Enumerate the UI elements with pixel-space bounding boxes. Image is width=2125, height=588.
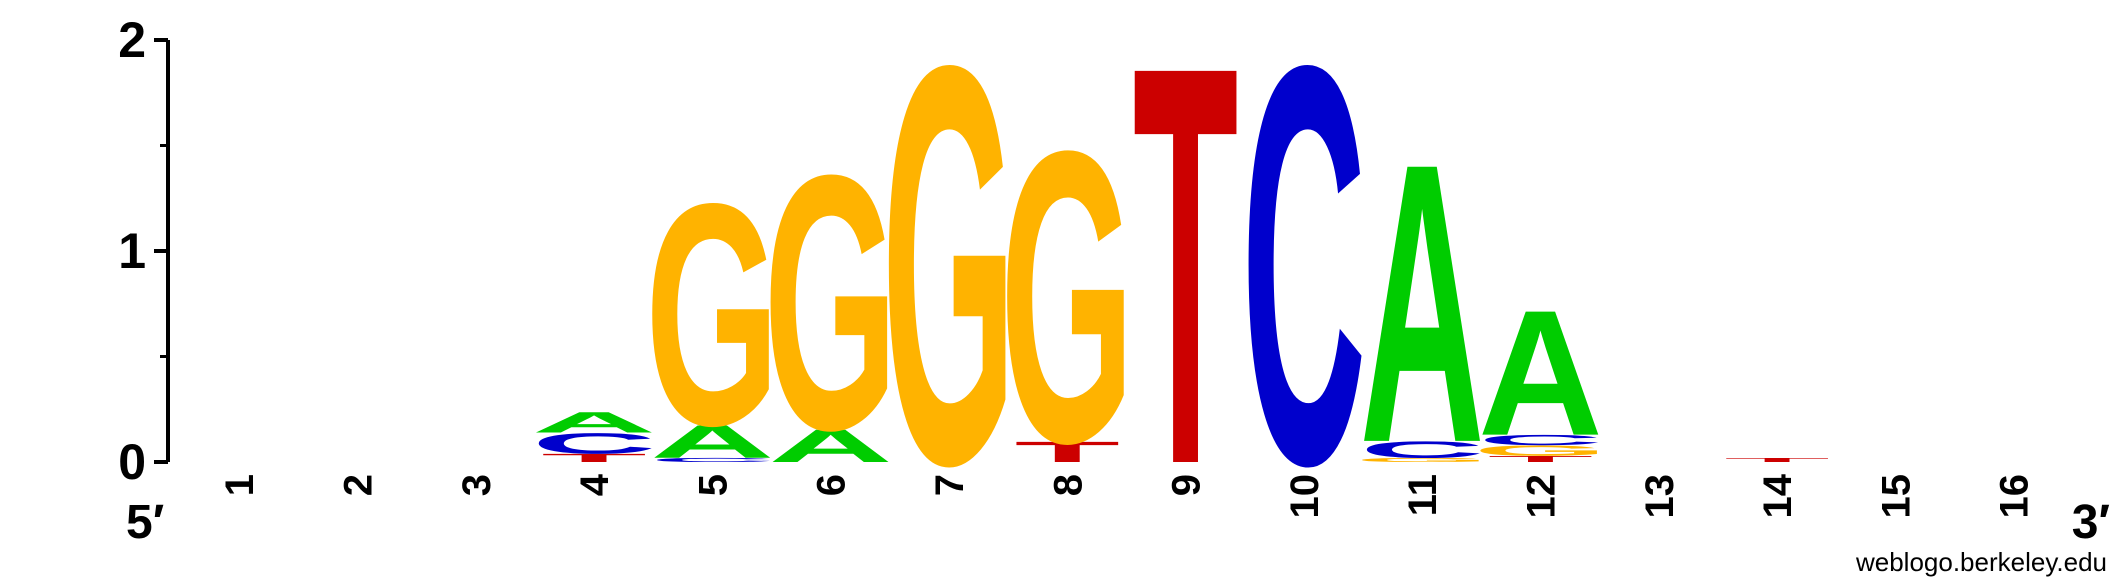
logo-letter-a: A	[1478, 274, 1603, 473]
x-axis-labels: 1 2 3 4 5 6 7 8 9 10 11 12 13 14 15 165′ 3′	[126, 473, 2110, 549]
logo-letter-c: C	[1478, 432, 1603, 448]
logo-letter-c: C	[650, 457, 775, 464]
position-label: 7	[928, 474, 972, 496]
logo-letter-c: C	[532, 427, 657, 460]
position-label: 14	[1756, 473, 1800, 518]
logo-letter-g: G	[882, 0, 1016, 584]
y-tick-label: 1	[118, 223, 146, 279]
logo-letter-t: T	[1133, 0, 1239, 584]
three-prime-label: 3′	[2072, 496, 2110, 549]
position-label: 15	[1874, 474, 1918, 519]
y-axis: 0 1 2	[118, 12, 170, 490]
position-label: 5	[691, 474, 735, 496]
logo-letter-g: G	[1000, 65, 1134, 530]
credit-text: weblogo.berkeley.edu	[1855, 547, 2107, 577]
logo-letter-a: A	[650, 415, 775, 468]
logo-letter-a: A	[768, 419, 893, 472]
position-label: 16	[1993, 474, 2037, 519]
y-tick-label: 0	[118, 434, 146, 490]
position-label: 13	[1638, 474, 1682, 519]
logo-letter-g: G	[1473, 442, 1607, 458]
logo-letter-a: A	[532, 406, 657, 439]
logo-letter-t: T	[1488, 454, 1594, 464]
position-label: 12	[1519, 474, 1563, 519]
logo-letter-a: A	[1360, 81, 1485, 526]
position-label: 4	[573, 473, 617, 496]
five-prime-label: 5′	[126, 496, 164, 549]
y-tick-label: 2	[118, 12, 146, 68]
position-label: 1	[218, 474, 262, 496]
logo-letter-t: T	[541, 451, 647, 464]
position-label: 6	[810, 474, 854, 496]
position-label: 11	[1401, 474, 1445, 516]
logo-letter-t: T	[1014, 436, 1120, 469]
logo-letter-g: G	[763, 100, 897, 506]
position-label: 3	[455, 474, 499, 496]
logo-letter-t: T	[1724, 457, 1829, 464]
logo-letter-g: G	[1355, 457, 1489, 464]
logo-letter-c: C	[1360, 437, 1485, 463]
position-label: 9	[1165, 474, 1209, 496]
position-label: 2	[336, 474, 380, 496]
position-label: 10	[1283, 474, 1327, 519]
logo-letter-c: C	[1241, 0, 1366, 584]
position-label: 8	[1046, 474, 1090, 496]
logo-letter-g: G	[645, 139, 779, 493]
